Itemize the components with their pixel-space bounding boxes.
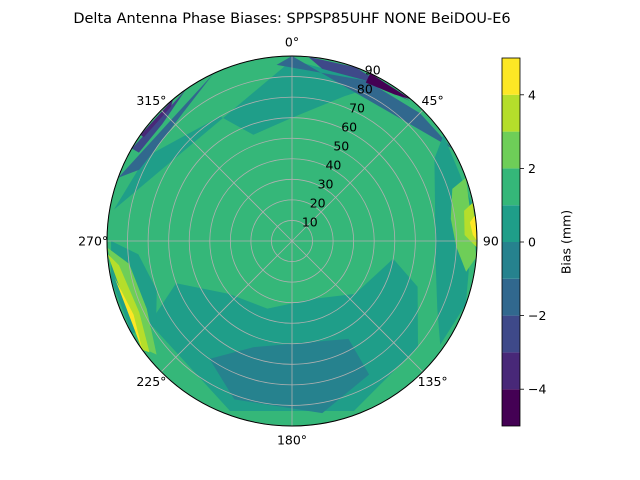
colorbar-band — [502, 131, 520, 169]
radial-tick-label: 90 — [365, 63, 381, 78]
colorbar: 4 2 0 −2 −4 Bias (mm) — [501, 57, 574, 427]
colorbar-tick-label: −4 — [528, 382, 546, 397]
theta-tick-label: 135° — [418, 374, 448, 389]
contour-region — [131, 89, 186, 153]
radial-tick-label: 60 — [341, 120, 357, 135]
colorbar-band — [502, 315, 520, 353]
theta-tick-label: 180° — [277, 432, 307, 447]
contour-region — [108, 260, 143, 350]
radial-tick-label: 80 — [357, 82, 373, 97]
colorbar-band — [502, 352, 520, 390]
radial-tick-label: 40 — [325, 158, 341, 173]
contour-region — [464, 202, 477, 248]
radial-tick-label: 70 — [349, 101, 365, 116]
colorbar-band — [502, 389, 520, 426]
theta-tick-label: 315° — [136, 93, 166, 108]
colorbar-band — [502, 205, 520, 242]
theta-tick-label: 90 — [483, 234, 499, 249]
radial-tick-label: 30 — [318, 177, 334, 192]
contour-region — [308, 56, 410, 101]
radial-tick-label: 10 — [302, 215, 318, 230]
theta-tick-label: 0° — [285, 35, 299, 50]
contour-region — [113, 60, 383, 210]
angular-gridline — [160, 109, 293, 242]
colorbar-label: Bias (mm) — [559, 210, 574, 274]
contour-region — [365, 73, 411, 100]
contour-region — [140, 99, 174, 138]
theta-tick-label: 45° — [422, 93, 444, 108]
theta-tick-label: 270° — [78, 234, 108, 249]
colorbar-tick-label: 0 — [528, 235, 536, 250]
colorbar-tick-label: −2 — [528, 308, 546, 323]
colorbar-band — [502, 278, 520, 316]
colorbar-band — [502, 168, 520, 206]
polar-grid — [106, 55, 478, 427]
colorbar-band — [502, 94, 520, 132]
polar-frame — [106, 55, 478, 427]
colorbar-tick-label: 2 — [528, 161, 536, 176]
contour-region — [118, 73, 214, 178]
contour-region — [469, 215, 477, 241]
radial-tick-label: 20 — [310, 196, 326, 211]
chart-title: Delta Antenna Phase Biases: SPPSP85UHF N… — [73, 11, 510, 27]
angular-gridline — [291, 240, 424, 373]
angular-gridline — [160, 240, 293, 373]
colorbar-band — [502, 58, 520, 95]
contour-region — [209, 338, 370, 414]
contour-region — [450, 177, 477, 272]
colorbar-tick-label: 4 — [528, 87, 536, 102]
radial-tick-label: 50 — [333, 139, 349, 154]
contour-region — [276, 56, 453, 149]
contour-region — [107, 253, 150, 353]
polar-tick-labels: 0° 45° 90 135° 180° 225° 270° 315° 10 20 30 40 50 60 7… — [78, 35, 499, 448]
angular-gridline — [291, 109, 424, 242]
colorbar-band — [502, 242, 520, 279]
theta-tick-label: 225° — [136, 374, 166, 389]
